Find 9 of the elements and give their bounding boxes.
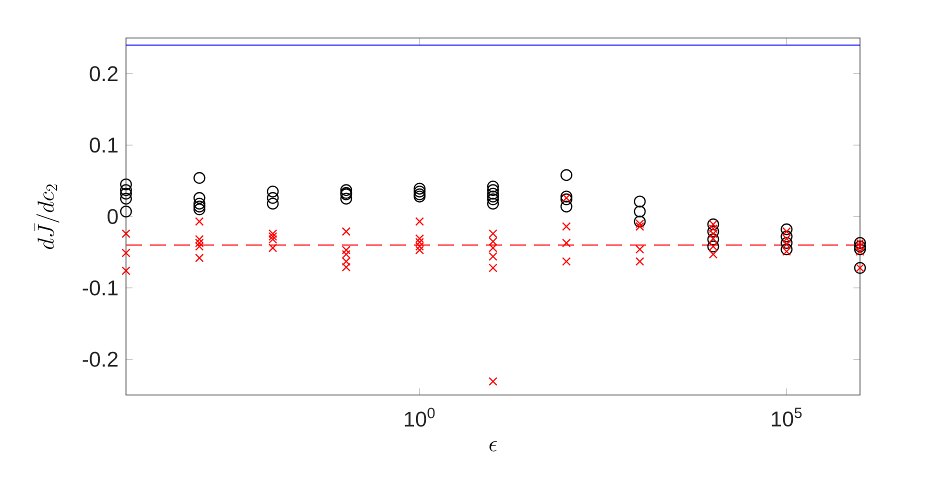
y-tick-label: -0.2 (82, 352, 118, 367)
y-tick-label: -0.1 (82, 280, 118, 296)
y-tick-label: 0 (108, 208, 118, 224)
x-tick-label: 10$^{0}$ (404, 408, 435, 427)
y-tick-label: 0.2 (90, 66, 118, 82)
x-axis-title: $\epsilon$ (490, 441, 497, 452)
y-axis-title: $d\bar{J}/dc_2$ (34, 184, 60, 249)
y-tick-label: 0.1 (90, 138, 118, 153)
x-tick-label: 10$^{5}$ (772, 408, 802, 427)
